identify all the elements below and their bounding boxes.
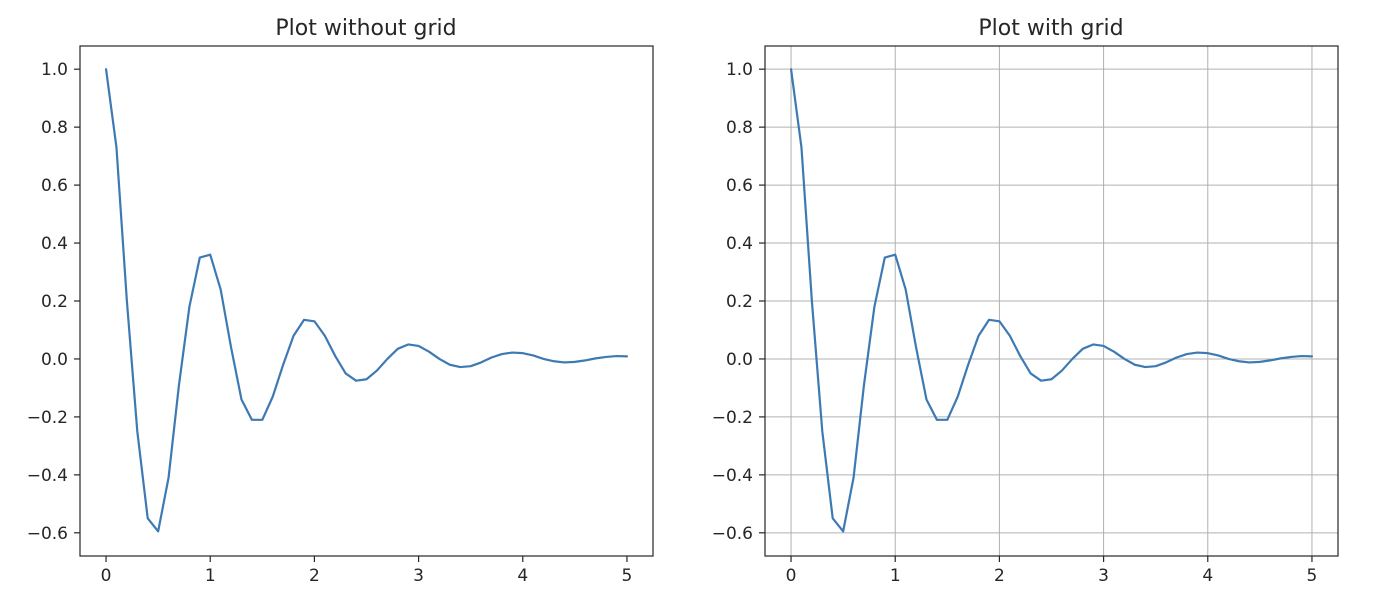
y-tick-label: −0.6 [27,524,68,544]
y-tick-label: 0.2 [41,292,68,312]
y-tick-label: −0.4 [27,466,68,486]
y-tick-label: −0.2 [712,408,753,428]
chart-title: Plot without grid [275,16,456,41]
chart-title: Plot with grid [978,16,1123,41]
x-tick-label: 0 [786,566,797,586]
series-line [789,68,1314,533]
chart-without-grid: Plot without grid 0 1 2 3 4 5 −0.6 −0.4 −0.2 0.0 0… [27,16,654,586]
x-tick-label: 3 [1098,566,1109,586]
y-tick-label: −0.2 [27,408,68,428]
axes-frame [79,45,654,557]
x-tick-label: 3 [413,566,424,586]
x-tick-label: 4 [517,566,528,586]
y-tick-label: 0.6 [726,176,753,196]
y-tick-label: 0.8 [41,118,68,138]
x-tick-label: 0 [101,566,112,586]
series-line [104,68,629,533]
y-tick-label: 1.0 [726,60,753,80]
x-tick-label: 2 [309,566,320,586]
x-tick-label: 5 [622,566,633,586]
x-tick-label: 1 [890,566,901,586]
y-tick-label: −0.4 [712,466,753,486]
y-tick-label: 0.8 [726,118,753,138]
y-tick-label: 0.0 [726,350,753,370]
y-tick-label: 0.0 [41,350,68,370]
y-tick-label: 1.0 [41,60,68,80]
y-tick-label: 0.4 [41,234,68,254]
y-tick-label: −0.6 [712,524,753,544]
y-tick-label: 0.6 [41,176,68,196]
chart-with-grid: Plot with grid 0 1 2 3 4 5 −0.6 −0.4 −0.2 0.0 0.2 0… [712,16,1339,586]
x-tick-label: 2 [994,566,1005,586]
x-tick-label: 1 [205,566,216,586]
y-tick-label: 0.2 [726,292,753,312]
x-tick-label: 4 [1202,566,1213,586]
x-tick-label: 5 [1307,566,1318,586]
y-tick-label: 0.4 [726,234,753,254]
